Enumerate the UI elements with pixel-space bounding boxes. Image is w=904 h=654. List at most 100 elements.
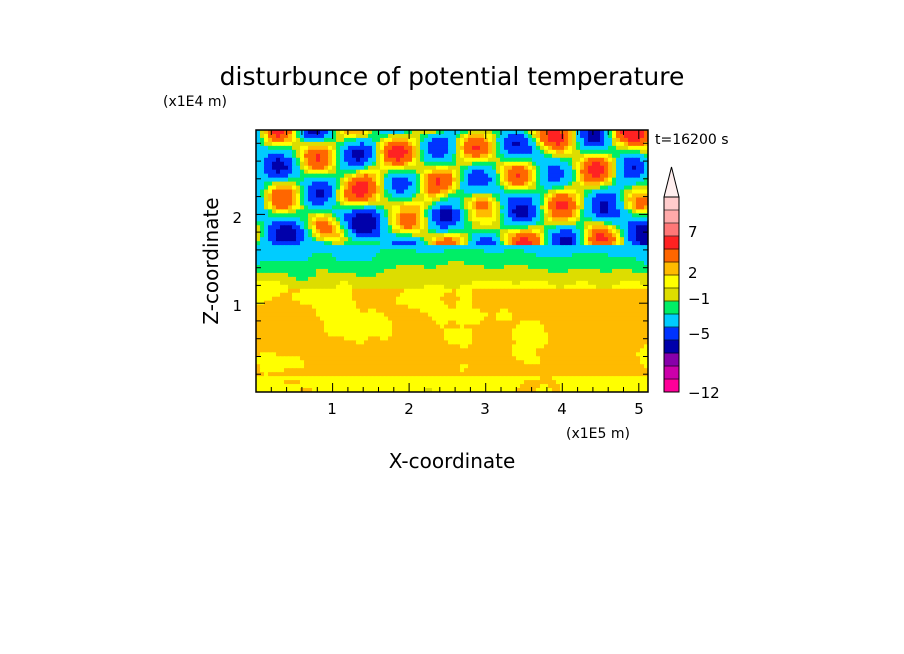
field-cell	[468, 157, 473, 163]
field-cell	[340, 189, 345, 195]
field-cell	[332, 165, 337, 171]
field-cell	[300, 233, 305, 238]
field-cell	[540, 209, 545, 214]
field-cell	[420, 276, 425, 282]
field-cell	[536, 209, 541, 214]
field-cell	[440, 177, 445, 183]
field-cell	[504, 209, 509, 214]
field-cell	[340, 253, 345, 258]
field-cell	[296, 245, 301, 250]
field-cell	[624, 253, 629, 258]
field-cell	[284, 149, 289, 155]
field-cell	[556, 245, 561, 250]
field-cell	[364, 292, 369, 298]
field-cell	[552, 233, 557, 238]
field-cell	[344, 197, 349, 203]
field-cell	[452, 137, 457, 143]
field-cell	[328, 177, 333, 183]
field-cell	[508, 165, 513, 171]
field-cell	[472, 233, 477, 238]
field-cell	[268, 229, 273, 234]
field-cell	[448, 328, 453, 334]
field-cell	[552, 292, 557, 298]
field-cell	[400, 193, 405, 199]
field-cell	[364, 185, 369, 191]
field-cell	[468, 292, 473, 298]
field-cell	[636, 284, 641, 290]
field-cell	[408, 141, 413, 147]
field-cell	[368, 157, 373, 163]
field-cell	[520, 284, 525, 290]
field-cell	[292, 161, 297, 167]
field-cell	[504, 169, 509, 175]
field-cell	[632, 149, 637, 155]
field-cell	[516, 209, 521, 214]
field-cell	[612, 300, 617, 306]
field-cell	[592, 130, 597, 135]
field-cell	[352, 201, 357, 207]
field-cell	[356, 157, 361, 163]
field-cell	[272, 272, 277, 278]
field-cell	[560, 173, 565, 179]
field-cell	[520, 245, 525, 250]
field-cell	[320, 221, 325, 226]
field-cell	[304, 130, 309, 135]
field-cell	[544, 237, 549, 242]
field-cell	[284, 201, 289, 207]
field-cell	[552, 245, 557, 250]
field-cell	[348, 237, 353, 242]
field-cell	[396, 141, 401, 147]
field-cell	[276, 229, 281, 234]
field-cell	[272, 320, 277, 326]
field-cell	[492, 181, 497, 187]
field-cell	[336, 304, 341, 310]
field-cell	[456, 276, 461, 282]
field-cell	[564, 328, 569, 334]
field-cell	[380, 296, 385, 302]
field-cell	[588, 304, 593, 310]
field-cell	[324, 292, 329, 298]
field-cell	[412, 284, 417, 290]
field-cell	[320, 149, 325, 155]
field-cell	[452, 264, 457, 270]
field-cell	[428, 241, 433, 246]
field-cell	[488, 193, 493, 199]
field-cell	[540, 201, 545, 207]
field-cell	[364, 272, 369, 278]
field-cell	[544, 141, 549, 147]
field-cell	[264, 237, 269, 242]
field-cell	[592, 177, 597, 183]
field-cell	[272, 189, 277, 195]
field-cell	[624, 241, 629, 246]
field-cell	[632, 296, 637, 302]
field-cell	[444, 173, 449, 179]
field-cell	[392, 304, 397, 310]
field-cell	[304, 153, 309, 159]
field-cell	[316, 324, 321, 330]
field-cell	[568, 284, 573, 290]
field-cell	[256, 141, 261, 147]
field-cell	[336, 185, 341, 191]
field-cell	[584, 292, 589, 298]
field-cell	[588, 169, 593, 175]
field-cell	[412, 165, 417, 171]
field-cell	[288, 130, 293, 135]
field-cell	[556, 213, 561, 218]
field-cell	[332, 225, 337, 230]
field-cell	[460, 209, 465, 214]
field-cell	[620, 264, 625, 270]
field-cell	[560, 165, 565, 171]
field-cell	[388, 145, 393, 151]
field-cell	[548, 300, 553, 306]
field-cell	[352, 292, 357, 298]
field-cell	[548, 173, 553, 179]
field-cell	[628, 141, 633, 147]
field-cell	[620, 233, 625, 238]
field-cell	[320, 245, 325, 250]
field-cell	[480, 304, 485, 310]
field-cell	[312, 133, 317, 139]
field-cell	[312, 153, 317, 159]
field-cell	[296, 209, 301, 214]
field-cell	[256, 189, 261, 195]
field-cell	[408, 165, 413, 171]
